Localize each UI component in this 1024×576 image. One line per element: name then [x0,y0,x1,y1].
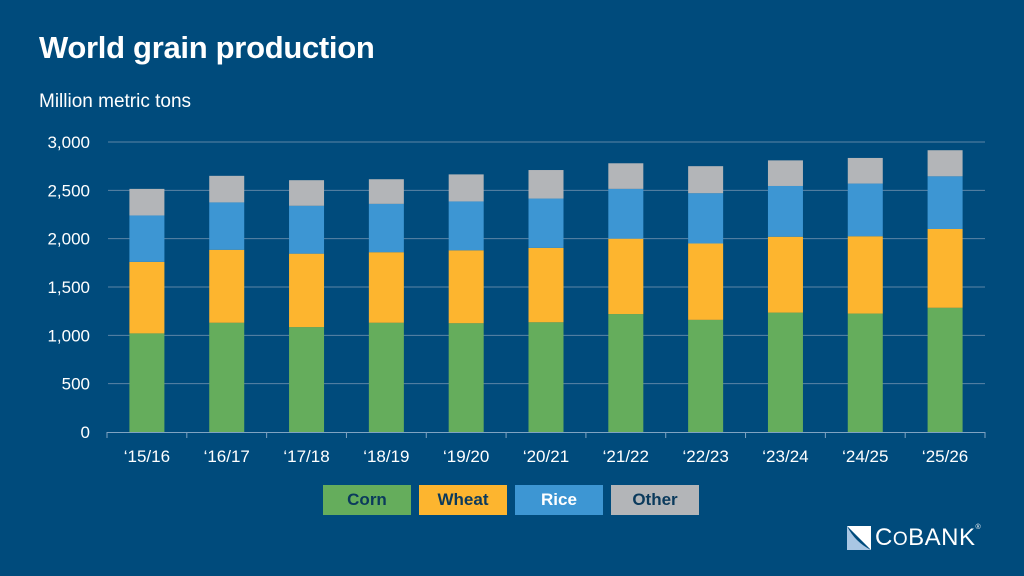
bar-segment-corn [129,333,165,432]
bar-segment-other [688,166,724,194]
x-tick-label: ‘23/24 [762,447,808,466]
x-tick-label: ‘19/20 [443,447,489,466]
x-tick-label: ‘15/16 [124,447,170,466]
bar-stack [767,160,803,432]
bar-stack [927,150,963,432]
bar-segment-other [767,160,803,186]
bar-segment-wheat [129,261,165,334]
legend-item-rice: Rice [515,485,603,515]
chart-subtitle: Million metric tons [39,91,192,112]
x-tick-label: ‘24/25 [842,447,888,466]
logo-letter-c: C [875,524,893,551]
bar-segment-other [368,179,404,204]
bar-segment-rice [448,201,484,251]
bar-segment-wheat [688,243,724,320]
bar-segment-wheat [767,236,803,313]
bar-segment-corn [209,322,245,432]
x-tick-label: ‘21/22 [603,447,649,466]
bar-segment-other [129,188,165,216]
x-tick-label: ‘20/21 [523,447,569,466]
bar-segment-corn [368,322,404,432]
bar-stack [528,170,564,432]
y-tick-label: 2,000 [47,230,90,249]
registered-mark: ® [975,524,982,531]
logo-letters-bank: BANK [908,524,976,551]
bar-segment-corn [528,322,564,432]
bar-segment-corn [608,314,644,432]
bar-segment-rice [129,215,165,262]
bar-segment-rice [289,205,325,254]
bar-segment-other [289,180,325,206]
bar-segment-wheat [608,238,644,315]
bar-stack [368,179,404,432]
bar-segment-wheat [927,229,963,308]
legend-item-wheat: Wheat [419,485,507,515]
legend-label: Rice [541,490,577,509]
x-tick-label: ‘18/19 [363,447,409,466]
y-tick-label: 1,000 [47,326,90,345]
bar-stack [289,180,325,432]
x-tick-label: ‘25/26 [922,447,968,466]
bar-segment-rice [368,203,404,253]
y-axis-ticks: 0 500 1,000 1,500 2,000 2,500 3,000 [47,133,90,442]
cobank-logo: COBANK® [847,524,981,552]
bar-segment-other [608,163,644,189]
bar-segment-wheat [448,250,484,324]
cobank-logo-mark-icon [847,526,871,550]
x-tick-label: ‘22/23 [682,447,728,466]
bar-segment-corn [927,307,963,432]
bar-segment-wheat [847,236,883,314]
logo-letter-o: O [892,529,909,550]
bar-segment-rice [209,202,245,250]
chart-title: World grain production [39,30,375,65]
bar-segment-rice [767,185,803,237]
y-tick-label: 0 [81,423,90,442]
bar-segment-other [209,175,245,203]
bar-segment-wheat [528,247,564,323]
y-tick-label: 2,500 [47,181,90,200]
bar-stack [847,157,883,432]
bar-segment-corn [847,313,883,432]
bar-stack [448,174,484,432]
x-axis: ‘15/16 ‘16/17 ‘17/18 ‘18/19 ‘19/20 ‘20/21 ‘21/… [106,432,986,466]
bar-segment-corn [289,327,325,432]
bars [129,150,963,432]
legend: Corn Wheat Rice Other [323,485,699,515]
bar-segment-other [528,170,564,199]
y-tick-label: 500 [62,375,90,394]
x-tick-label: ‘17/18 [283,447,329,466]
bar-segment-corn [448,323,484,432]
bar-segment-other [847,157,883,184]
bar-segment-rice [528,198,564,248]
bar-segment-rice [608,188,644,239]
bar-segment-rice [688,193,724,244]
bar-stack [129,188,165,432]
y-tick-label: 3,000 [47,133,90,152]
bar-segment-other [448,174,484,202]
bar-stack [209,175,245,432]
bar-segment-corn [767,312,803,432]
x-tick-label: ‘16/17 [204,447,250,466]
bar-stack [608,163,644,432]
legend-label: Other [632,490,678,509]
bar-segment-wheat [289,253,325,328]
legend-label: Wheat [437,490,489,509]
bar-segment-other [927,150,963,177]
cobank-wordmark: COBANK® [875,524,981,552]
bar-segment-wheat [209,249,245,323]
bar-segment-rice [847,183,883,237]
legend-label: Corn [347,490,387,509]
bar-segment-wheat [368,252,404,323]
legend-item-other: Other [611,485,699,515]
bar-stack [688,166,724,432]
legend-item-corn: Corn [323,485,411,515]
y-tick-label: 1,500 [47,278,90,297]
bar-segment-corn [688,319,724,432]
bar-segment-rice [927,176,963,229]
